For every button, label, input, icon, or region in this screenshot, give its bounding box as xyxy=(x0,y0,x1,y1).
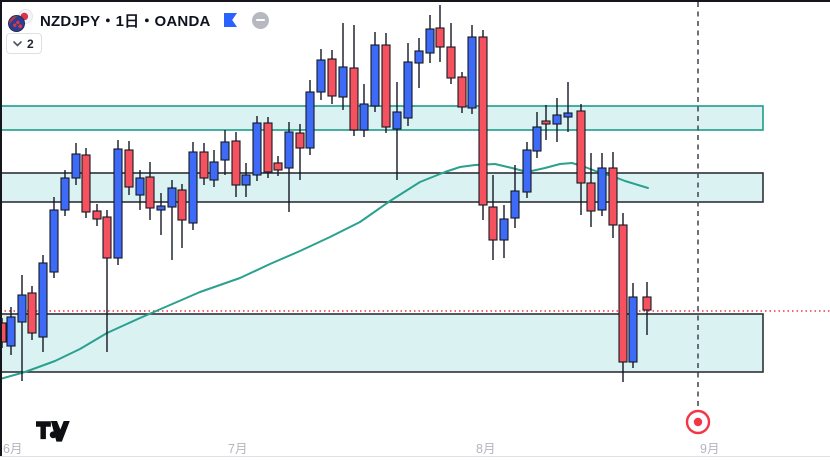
candle-body xyxy=(370,44,380,107)
time-axis[interactable]: 6月 7月 8月 9月 xyxy=(0,438,830,456)
candle-body xyxy=(446,46,456,79)
moving-average-line[interactable] xyxy=(0,162,649,380)
flag-button[interactable] xyxy=(222,12,239,29)
candle-body xyxy=(435,27,445,48)
candle-body xyxy=(60,177,70,211)
candle-body xyxy=(586,182,596,212)
candle-body xyxy=(188,151,198,224)
minus-icon xyxy=(255,19,265,21)
candle-body xyxy=(220,141,230,161)
candle-body xyxy=(532,126,542,152)
support-zone-lower[interactable] xyxy=(0,313,764,373)
candle-body xyxy=(381,44,391,128)
month-label: 6月 xyxy=(3,442,23,456)
candle-body xyxy=(27,292,37,334)
candle-body xyxy=(414,50,424,64)
candle-body xyxy=(156,205,166,211)
candle-body xyxy=(642,296,652,311)
candle-body xyxy=(0,322,7,343)
month-label: 7月 xyxy=(228,442,248,456)
candle-body xyxy=(628,296,638,363)
candle-body xyxy=(177,189,187,221)
candle-body xyxy=(273,162,283,171)
candle-body xyxy=(38,262,48,338)
symbol-title: NZDJPY・1日・OANDA xyxy=(40,12,211,30)
candle-body xyxy=(231,140,241,186)
candle-body xyxy=(92,210,102,220)
candle-body xyxy=(135,177,145,196)
candle-body xyxy=(541,120,551,125)
candle-body xyxy=(316,59,326,93)
candle-body xyxy=(403,61,413,119)
candle-body xyxy=(252,122,262,176)
candle-body xyxy=(167,187,177,208)
candle-body xyxy=(102,216,112,259)
candle-body xyxy=(552,114,562,125)
candle-body xyxy=(457,76,467,108)
indicators-count: 2 xyxy=(27,36,34,51)
blue-flag-icon xyxy=(223,13,237,27)
hide-button[interactable] xyxy=(251,11,269,29)
symbol-header[interactable]: NZDJPY・1日・OANDA xyxy=(8,8,269,32)
time-axis-separator xyxy=(0,456,830,457)
candle-body xyxy=(608,167,618,226)
candle-body xyxy=(81,154,91,213)
candle-body xyxy=(510,190,520,219)
candle-body xyxy=(295,132,305,149)
tradingview-logo[interactable] xyxy=(36,420,73,447)
indicators-collapse-button[interactable]: 2 xyxy=(6,33,42,54)
candle-body xyxy=(209,161,219,181)
candle-body xyxy=(263,122,273,173)
top-border xyxy=(0,0,830,2)
candle-body xyxy=(618,224,628,363)
left-border xyxy=(0,0,2,457)
candle-body xyxy=(349,67,359,131)
candle-body xyxy=(478,36,488,206)
candle-body xyxy=(305,91,315,149)
candle-body xyxy=(49,209,59,273)
nz-jp-flag-pair-icon xyxy=(8,8,33,32)
candle-body xyxy=(327,58,337,97)
candle-body xyxy=(522,149,532,193)
candle-body xyxy=(499,218,509,241)
candle-body xyxy=(145,176,155,209)
candle-body xyxy=(6,316,16,347)
candle-body xyxy=(576,110,586,184)
candle-body xyxy=(359,103,369,131)
chevron-down-icon xyxy=(13,40,22,47)
candle-body xyxy=(284,131,294,169)
candle-body xyxy=(392,111,402,130)
candle-body xyxy=(71,153,81,179)
candle-body xyxy=(425,28,435,54)
month-label: 8月 xyxy=(476,442,496,456)
nz-flag-icon xyxy=(8,14,25,32)
candle-body xyxy=(124,149,134,188)
candle-body xyxy=(338,66,348,98)
event-marker-dot xyxy=(693,417,703,427)
month-label: 9月 xyxy=(700,442,720,456)
candle-body xyxy=(563,112,573,118)
candle-body xyxy=(17,294,27,323)
candle-body xyxy=(113,148,123,259)
candle-body xyxy=(467,36,477,109)
candle-body xyxy=(597,167,607,211)
candle-body xyxy=(241,174,251,186)
candle-body xyxy=(488,206,498,241)
candle-body xyxy=(199,151,209,179)
